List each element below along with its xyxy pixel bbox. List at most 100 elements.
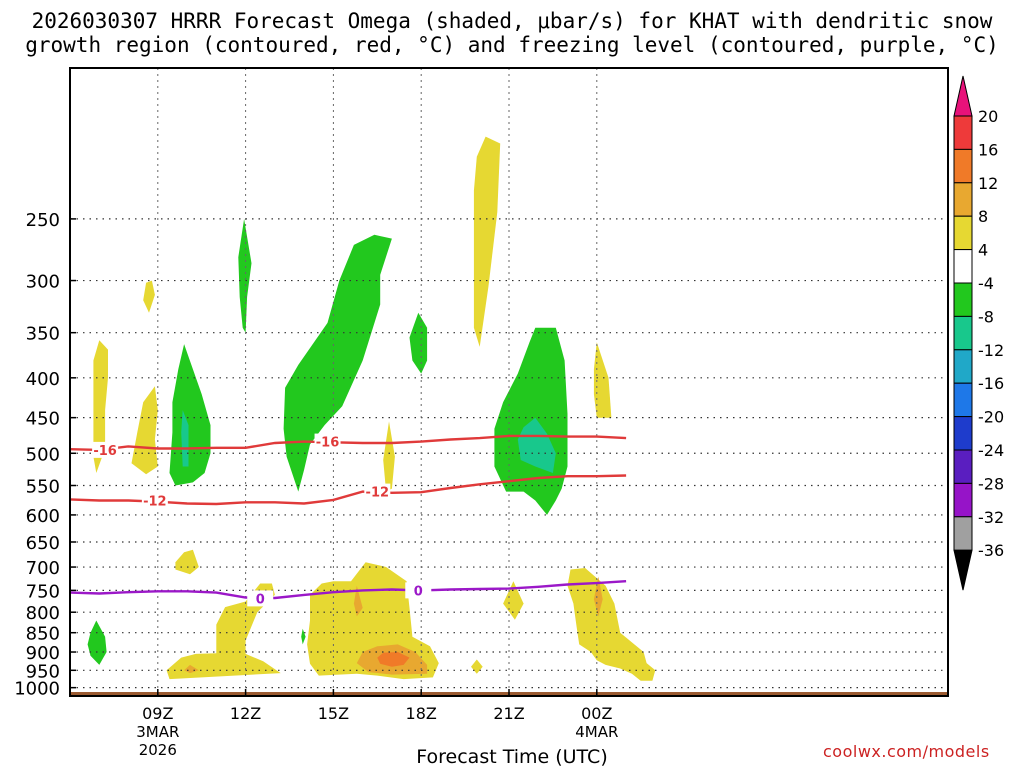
contour-label-dgz-minus-16: -16 xyxy=(316,436,340,451)
omega-region-green-a xyxy=(169,344,211,486)
colorbar-label: 20 xyxy=(978,107,998,126)
contour-label-bg xyxy=(92,441,119,458)
y-tick-label-800: 800 xyxy=(26,603,60,624)
omega-region-orange-d xyxy=(377,652,410,667)
contour-freezing-level-0 xyxy=(70,580,627,600)
chart-title-line1: 2026030307 HRRR Forecast Omega (shaded, … xyxy=(31,9,993,33)
x-tick-year: 2026 xyxy=(139,741,177,759)
contour-label-freezing-level-0: 0 xyxy=(256,592,265,607)
colorbar-label: -32 xyxy=(978,508,1004,527)
contour-label-bg xyxy=(247,590,274,607)
x-tick-label-21z: 21Z xyxy=(493,704,524,723)
x-tick-date: 4MAR xyxy=(575,723,618,741)
omega-region-yellow-f xyxy=(383,421,395,492)
contour-dgz-minus-16 xyxy=(70,434,627,452)
contour-label-freezing-level-0: 0 xyxy=(414,584,423,599)
contour-layer: -16 -16 -12 -12 0 0 xyxy=(70,433,627,607)
y-tick-label-1000: 1000 xyxy=(14,679,60,700)
colorbar-label: -12 xyxy=(978,341,1004,360)
colorbar-swatch xyxy=(953,249,973,284)
colorbar-swatch xyxy=(953,182,973,217)
colorbar-swatch xyxy=(953,449,973,484)
colorbar-label: -36 xyxy=(978,541,1004,560)
y-tick-label-650: 650 xyxy=(26,533,60,554)
credit-text: coolwx.com/models xyxy=(823,742,990,761)
omega-region-teal-a xyxy=(181,410,189,467)
contour-label-dgz-minus-12: -12 xyxy=(143,495,167,510)
omega-region-orange-b xyxy=(353,585,363,617)
y-tick-label-400: 400 xyxy=(26,369,60,390)
omega-region-green-g xyxy=(301,628,306,645)
colorbar-label: 4 xyxy=(978,241,988,260)
omega-region-green-b xyxy=(238,218,252,333)
omega-region-yellow-l xyxy=(471,659,483,674)
chart-title-line2: growth region (contoured, red, °C) and f… xyxy=(25,33,999,57)
x-tick-date: 3MAR xyxy=(136,723,179,741)
omega-region-yellow-k xyxy=(503,581,524,620)
omega-region-yellow-h xyxy=(166,583,281,680)
x-tick-label-12z: 12Z xyxy=(230,704,261,723)
y-tick-label-550: 550 xyxy=(26,477,60,498)
colorbar-label: -24 xyxy=(978,441,1004,460)
y-tick-label-950: 950 xyxy=(26,661,60,682)
contour-label-bg xyxy=(141,492,168,509)
contour-label-dgz-minus-16: -16 xyxy=(93,444,117,459)
colorbar-top-arrow xyxy=(953,75,973,117)
y-tick-label-850: 850 xyxy=(26,624,60,645)
contour-label-dgz-minus-12: -12 xyxy=(366,486,390,501)
colorbar-swatch xyxy=(953,282,973,317)
colorbar-swatch xyxy=(953,349,973,384)
omega-region-green-c xyxy=(283,234,392,492)
omega-region-green-d xyxy=(409,312,428,374)
colorbar-label: -8 xyxy=(978,307,994,326)
x-tick-label-09z: 09Z xyxy=(142,704,173,723)
colorbar-swatch xyxy=(953,315,973,351)
omega-region-yellow-j xyxy=(567,568,656,681)
colorbar-label: -20 xyxy=(978,408,1004,427)
y-tick-label-300: 300 xyxy=(26,272,60,293)
contour-label-bg xyxy=(405,582,432,599)
omega-region-yellow-c xyxy=(143,280,155,313)
contour-label-bg xyxy=(364,483,391,500)
colorbar-swatch xyxy=(953,482,973,518)
y-tick-label-900: 900 xyxy=(26,643,60,664)
colorbar-swatch xyxy=(953,516,973,551)
x-tick-label-18z: 18Z xyxy=(406,704,437,723)
y-tick-label-700: 700 xyxy=(26,558,60,579)
omega-region-orange-a xyxy=(184,664,199,674)
y-tick-label-500: 500 xyxy=(26,444,60,465)
omega-region-green-f xyxy=(87,620,107,665)
colorbar-label: 12 xyxy=(978,174,998,193)
omega-region-yellow-b xyxy=(131,386,158,475)
y-tick-label-600: 600 xyxy=(26,506,60,527)
omega-region-teal-b xyxy=(517,417,556,473)
colorbar-bottom-arrow xyxy=(953,549,973,591)
y-axis: 2503003504004505005506006507007508008509… xyxy=(14,210,76,700)
omega-region-orange-e xyxy=(593,576,603,617)
colorbar-swatch xyxy=(953,148,973,184)
colorbar-swatch xyxy=(953,416,973,451)
omega-region-yellow-e xyxy=(593,342,612,418)
omega-region-yellow-d xyxy=(473,136,501,347)
x-tick-label-15z: 15Z xyxy=(318,704,349,723)
omega-region-yellow-g xyxy=(175,549,199,575)
colorbar-swatch xyxy=(953,382,973,418)
colorbar-swatch xyxy=(953,115,973,150)
y-tick-label-250: 250 xyxy=(26,210,60,231)
y-tick-label-750: 750 xyxy=(26,581,60,602)
colorbar: 20 16 12 8 4 -4 -8 -12 -16 -20 -24 -28 -32 -36 xyxy=(953,75,1004,591)
colorbar-label: -16 xyxy=(978,374,1004,393)
y-tick-label-450: 450 xyxy=(26,409,60,430)
x-axis-title: Forecast Time (UTC) xyxy=(416,746,608,768)
colorbar-swatch xyxy=(953,215,973,251)
y-tick-label-350: 350 xyxy=(26,324,60,345)
x-tick-label-00z: 00Z xyxy=(581,704,612,723)
omega-region-yellow-a xyxy=(93,340,108,473)
colorbar-label: 8 xyxy=(978,207,988,226)
colorbar-label: -4 xyxy=(978,274,994,293)
contour-label-bg xyxy=(314,433,341,450)
colorbar-label: -28 xyxy=(978,474,1004,493)
colorbar-label: 16 xyxy=(978,140,998,159)
